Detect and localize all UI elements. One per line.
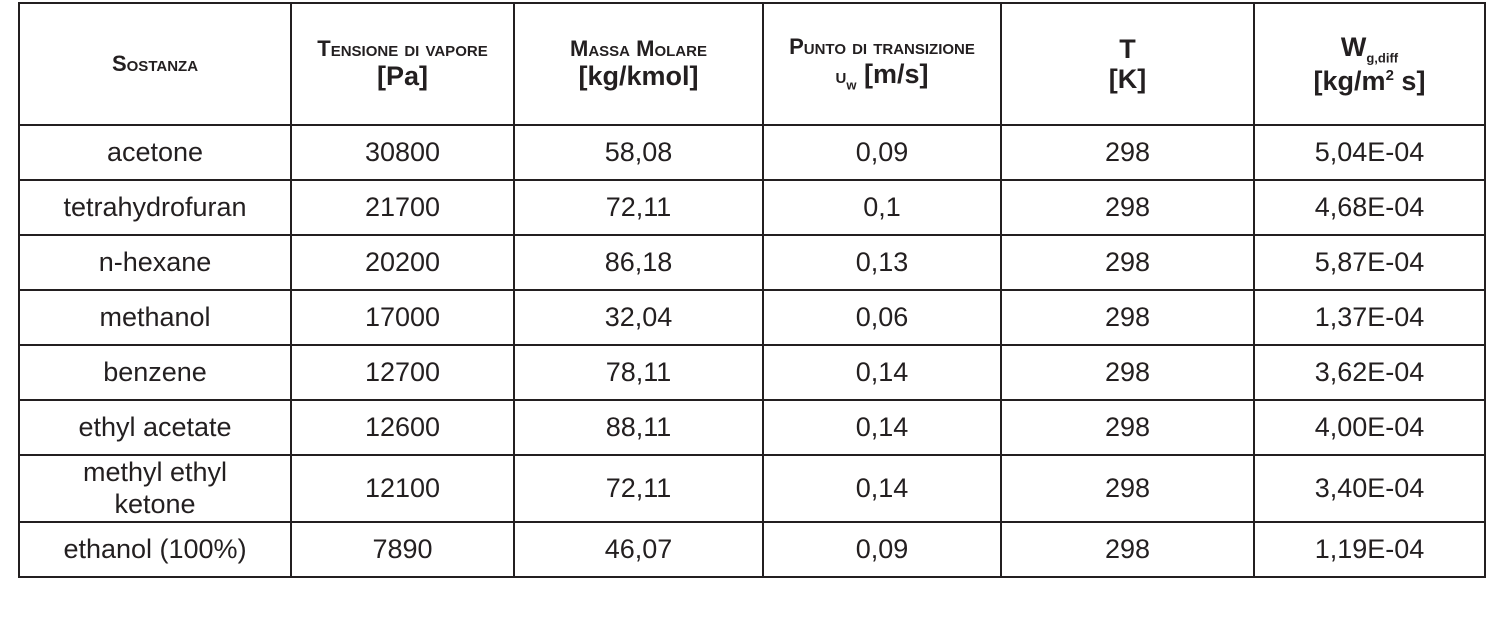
header-title: Punto di transizione	[789, 33, 975, 59]
table-row: ethanol (100%) 7890 46,07 0,09 298 1,19E-04	[18, 520, 1486, 578]
table-row: ethyl acetate 12600 88,11 0,14 298 4,00E-04	[18, 399, 1486, 456]
table-cell: 0,1	[762, 179, 1002, 236]
table-cell: acetone	[18, 124, 292, 181]
header-symbol-sub: w	[846, 77, 857, 93]
header-title: Sostanza	[111, 50, 199, 76]
header-cell: Massa Molare [kg/kmol]	[513, 2, 764, 126]
table-row: methyl ethyl ketone 12100 72,11 0,14 298 3,40…	[18, 454, 1486, 523]
table-cell: 298	[1000, 399, 1255, 456]
header-cell: Wg,diff [kg/m2 s]	[1253, 2, 1486, 126]
table-cell: 4,00E-04	[1253, 399, 1486, 456]
table-cell: 78,11	[513, 344, 764, 401]
header-symbol-line: uw [m/s]	[784, 59, 980, 93]
table-cell: methyl ethyl ketone	[18, 454, 292, 523]
table-row: acetone 30800 58,08 0,09 298 5,04E-04	[18, 124, 1486, 181]
table-cell: 298	[1000, 454, 1255, 523]
table-cell: 72,11	[513, 179, 764, 236]
table-cell: benzene	[18, 344, 292, 401]
unit-sup: 2	[1385, 66, 1394, 84]
table-cell: 298	[1000, 179, 1255, 236]
table-cell: 5,04E-04	[1253, 124, 1486, 181]
table-cell: 58,08	[513, 124, 764, 181]
table-cell: 12600	[290, 399, 515, 456]
header-unit: [K]	[1108, 64, 1147, 94]
header-symbol: u	[835, 63, 847, 89]
table-cell: 0,06	[762, 289, 1002, 346]
table-cell: 7890	[290, 520, 515, 578]
table-cell: 88,11	[513, 399, 764, 456]
header-unit: [Pa]	[376, 61, 428, 92]
table-cell: n-hexane	[18, 234, 292, 291]
header-cell: Sostanza	[18, 2, 292, 126]
table-cell: ethyl acetate	[18, 399, 292, 456]
header-title: Massa Molare	[570, 35, 707, 61]
table-cell: 0,13	[762, 234, 1002, 291]
header-symbol: T	[1119, 33, 1136, 64]
table-cell: 20200	[290, 234, 515, 291]
table-cell: 1,37E-04	[1253, 289, 1486, 346]
table-cell: 86,18	[513, 234, 764, 291]
table-cell: 12100	[290, 454, 515, 523]
table-cell: 1,19E-04	[1253, 520, 1486, 578]
table-cell: 5,87E-04	[1253, 234, 1486, 291]
table-cell: methanol	[18, 289, 292, 346]
header-cell: Tensione di vapore [Pa]	[290, 2, 515, 126]
header-symbol: W	[1340, 31, 1367, 62]
table-cell: ethanol (100%)	[18, 520, 292, 578]
table-row: tetrahydrofuran 21700 72,11 0,1 298 4,68E-04	[18, 179, 1486, 236]
table-cell: 4,68E-04	[1253, 179, 1486, 236]
table-cell: 298	[1000, 344, 1255, 401]
table-cell: 0,14	[762, 454, 1002, 523]
table-cell: 298	[1000, 234, 1255, 291]
table-cell: tetrahydrofuran	[18, 179, 292, 236]
header-unit: [m/s]	[863, 59, 929, 90]
header-symbol-line: T	[1022, 34, 1233, 64]
table-cell: 298	[1000, 289, 1255, 346]
table-cell: 298	[1000, 124, 1255, 181]
table-cell: 0,09	[762, 520, 1002, 578]
table-row: methanol 17000 32,04 0,06 298 1,37E-04	[18, 289, 1486, 346]
table-cell: 298	[1000, 520, 1255, 578]
table-cell: 72,11	[513, 454, 764, 523]
header-row: Sostanza Tensione di vapore [Pa] Massa Mola…	[18, 2, 1486, 126]
table-cell: 3,62E-04	[1253, 344, 1486, 401]
header-title: Tensione di vapore	[317, 35, 488, 61]
table-cell: 0,14	[762, 344, 1002, 401]
header-unit: [kg/m2 s]	[1275, 66, 1464, 96]
header-cell: T [K]	[1000, 2, 1255, 126]
table-cell: 12700	[290, 344, 515, 401]
header-cell: Punto di transizione uw [m/s]	[762, 2, 1002, 126]
table-row: n-hexane 20200 86,18 0,13 298 5,87E-04	[18, 234, 1486, 291]
unit-part: [kg/m	[1313, 65, 1386, 96]
header-symbol-sub: g,diff	[1366, 50, 1399, 66]
table-row: benzene 12700 78,11 0,14 298 3,62E-04	[18, 344, 1486, 401]
table-cell: 46,07	[513, 520, 764, 578]
table-cell: 21700	[290, 179, 515, 236]
header-symbol-line: Wg,diff	[1275, 32, 1464, 66]
table-cell: 0,14	[762, 399, 1002, 456]
table-body: acetone 30800 58,08 0,09 298 5,04E-04 tetrahyd…	[18, 124, 1486, 578]
table-cell: 32,04	[513, 289, 764, 346]
table-cell: 17000	[290, 289, 515, 346]
data-table: Sostanza Tensione di vapore [Pa] Massa Mola…	[18, 2, 1486, 578]
table-cell: 3,40E-04	[1253, 454, 1486, 523]
table-cell: 30800	[290, 124, 515, 181]
table-cell: 0,09	[762, 124, 1002, 181]
unit-part: s]	[1401, 65, 1426, 96]
header-unit: [kg/kmol]	[578, 61, 699, 92]
